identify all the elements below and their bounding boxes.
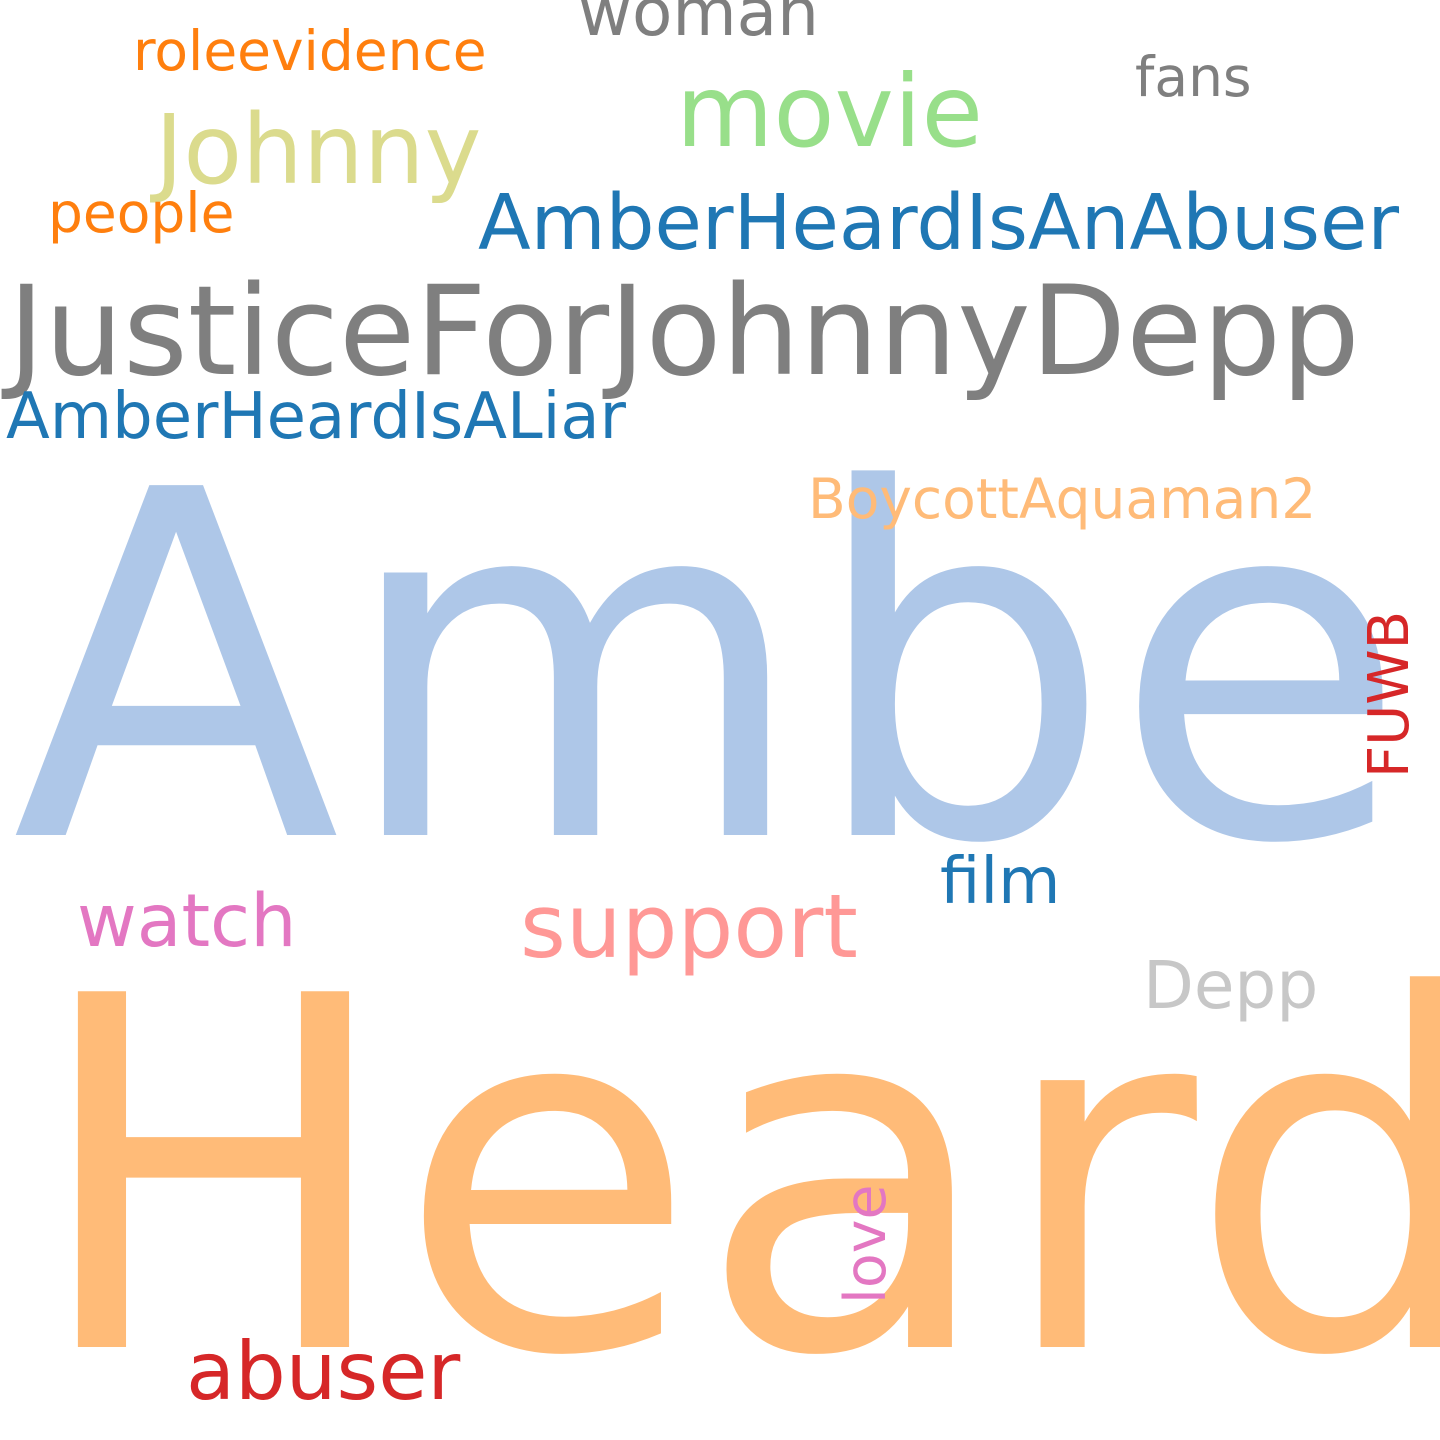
word-woman: woman xyxy=(578,0,819,51)
word-amberheardisanabuser: AmberHeardIsAnAbuser xyxy=(478,179,1400,268)
word-fans: fans xyxy=(1135,45,1252,109)
word-heard: Heard xyxy=(30,895,1440,1440)
word-love: love xyxy=(833,1184,899,1304)
word-amberheardisaliar: AmberHeardIsALiar xyxy=(6,380,626,454)
word-justicefor-johnnydepp: JusticeForJohnnyDepp xyxy=(8,260,1360,404)
word-watch: watch xyxy=(77,879,297,964)
word-boycottaquaman2: BoycottAquaman2 xyxy=(808,467,1317,531)
word-people: people xyxy=(48,181,235,245)
word-depp: Depp xyxy=(1143,947,1319,1024)
word-amber: Amber xyxy=(12,390,1440,949)
word-movie: movie xyxy=(676,53,984,170)
word-johnny: Johnny xyxy=(155,94,482,206)
word-support: support xyxy=(520,875,858,978)
word-abuser: abuser xyxy=(186,1325,461,1418)
word-roleevidence: roleevidence xyxy=(133,19,487,83)
word-fuwb: FUWB xyxy=(1357,611,1422,778)
word-film: film xyxy=(940,845,1061,919)
